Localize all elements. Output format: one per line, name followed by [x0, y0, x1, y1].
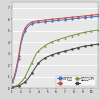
Legend: CPI総合, , コアコアCPI, : CPI総合, , コアコアCPI,: [56, 76, 96, 86]
